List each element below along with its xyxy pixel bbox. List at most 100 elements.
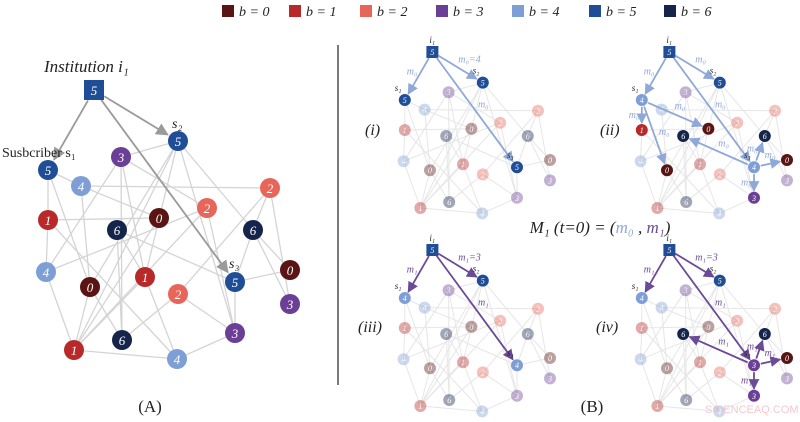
network-edge xyxy=(73,276,146,351)
node-circle-b3 xyxy=(111,147,131,167)
subscriber-node-c4: 4 xyxy=(713,405,726,418)
subscriber-node-a0: 0 xyxy=(702,320,715,333)
node-circle-b5 xyxy=(713,76,726,89)
institution-arrow-s1 xyxy=(53,99,89,161)
network-edge xyxy=(482,82,518,198)
subscriber-node-c0: 0 xyxy=(280,260,300,280)
subscriber-node-b2: 2 xyxy=(494,116,507,129)
subscriber-node-s1: 5 xyxy=(38,160,58,180)
network-edge xyxy=(482,82,529,137)
node-value: 3 xyxy=(286,297,294,312)
subscriber-node-a4: 4 xyxy=(71,176,91,196)
legend-label-b2: b = 2 xyxy=(377,5,407,20)
node-value: 2 xyxy=(481,368,485,377)
node-circle-b5 xyxy=(38,160,58,180)
network-edge xyxy=(404,99,431,171)
network-edge xyxy=(424,307,472,328)
network-edge xyxy=(666,367,687,401)
network-edge xyxy=(80,185,160,219)
network-edge xyxy=(640,327,643,360)
node-circle-b4 xyxy=(398,292,411,304)
network-edge xyxy=(177,140,236,334)
message-arrow xyxy=(407,57,430,95)
network-edge xyxy=(448,372,484,401)
subscriber-node-b3: 3 xyxy=(781,372,793,385)
legend-swatch-b6 xyxy=(664,5,676,17)
network-edge xyxy=(656,368,668,407)
network-edge xyxy=(120,156,146,278)
subscriber-node-a1: 1 xyxy=(38,210,58,230)
node-circle-b1 xyxy=(135,267,155,287)
subscriber-node-b2: 2 xyxy=(731,314,744,327)
node-circle-b0 xyxy=(702,320,715,333)
network-edge xyxy=(448,92,450,203)
subscriber-node-b3: 3 xyxy=(280,294,300,314)
subscriber-node-a2: 2 xyxy=(532,302,544,315)
network-edge xyxy=(429,82,484,171)
caption-a: (A) xyxy=(138,397,162,416)
subscriber-node-b1: 1 xyxy=(457,356,469,369)
network-edge xyxy=(537,110,551,181)
message-label: m₀ xyxy=(695,55,706,66)
network-edge xyxy=(685,289,738,322)
node-value: 5 xyxy=(91,83,98,98)
subscriber-node-s3: 4 xyxy=(511,359,523,372)
message-arrow xyxy=(754,339,765,359)
node-value: 5 xyxy=(481,277,485,286)
node-label-i1: i₁ xyxy=(666,35,672,45)
message-label: m₁=3 xyxy=(695,253,717,264)
subscriber-node-s3: 4 xyxy=(748,161,760,174)
node-value: 0 xyxy=(706,323,710,332)
legend-label-b4: b = 4 xyxy=(529,5,559,20)
subscriber-node-a1: 1 xyxy=(398,322,411,334)
network-edge xyxy=(774,110,788,181)
network-edge xyxy=(429,169,450,203)
subscriber-node-a6: 6 xyxy=(107,220,127,240)
node-circle-b0 xyxy=(544,352,556,364)
node-circle-b3 xyxy=(781,174,793,187)
network-edge xyxy=(424,307,539,310)
network-edge xyxy=(482,110,539,175)
message-label: m₀ xyxy=(718,138,729,149)
node-circle-b6 xyxy=(440,130,453,142)
node-circle-b2 xyxy=(713,168,726,181)
node-circle-b4 xyxy=(418,301,431,314)
message-label: m₁ xyxy=(407,265,418,276)
legend-swatch-b3 xyxy=(436,5,448,17)
subpanel-label: (iv) xyxy=(596,319,618,336)
network-edge xyxy=(481,395,518,412)
network-edge xyxy=(403,129,406,162)
subscriber-node-a6: 6 xyxy=(440,328,453,340)
node-circle-b3 xyxy=(511,191,523,204)
subscriber-node-a0: 0 xyxy=(149,208,169,228)
node-value: 1 xyxy=(655,402,659,411)
network-edge xyxy=(661,109,776,112)
network-edge xyxy=(445,333,450,401)
node-value: 0 xyxy=(428,364,432,373)
node-circle-b3 xyxy=(511,389,523,402)
node-circle-b6 xyxy=(677,130,690,142)
subscriber-node-b0: 0 xyxy=(424,362,436,375)
node-value: 3 xyxy=(784,374,789,383)
subscriber-node-s1: 4 xyxy=(398,292,411,304)
message-label: m₁=3 xyxy=(458,253,480,264)
node-circle-b2 xyxy=(532,104,544,117)
node-circle-b0 xyxy=(781,154,793,166)
network-edge xyxy=(499,320,518,396)
subscriber-node-b1: 1 xyxy=(135,267,155,287)
network-edge xyxy=(419,368,431,407)
node-circle-b6 xyxy=(521,328,534,340)
node-circle-b1 xyxy=(694,158,706,171)
node-circle-b0 xyxy=(661,164,673,177)
network-edge xyxy=(45,271,75,351)
node-value: 0 xyxy=(287,263,294,278)
node-circle-b1 xyxy=(38,210,58,230)
node-circle-b4 xyxy=(397,155,410,168)
node-value: 0 xyxy=(665,166,669,175)
network-edge xyxy=(666,169,687,203)
network-edge xyxy=(424,307,431,369)
node-value: 6 xyxy=(119,333,126,348)
node-value: 2 xyxy=(175,287,182,302)
network-edge xyxy=(764,333,788,379)
message-label: m₀ xyxy=(747,144,758,155)
